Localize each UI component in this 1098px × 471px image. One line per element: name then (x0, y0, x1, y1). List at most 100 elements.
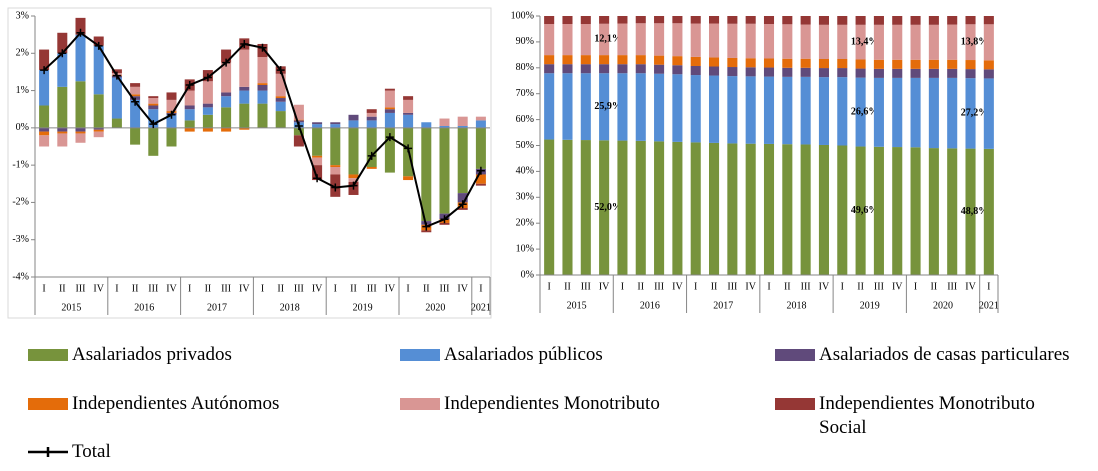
bar-segment (384, 88, 395, 91)
bar-segment (111, 69, 122, 74)
total-marker (222, 58, 231, 67)
bar-segment (439, 222, 450, 225)
bar-segment (384, 112, 395, 128)
total-marker (440, 215, 449, 224)
bar-segment (635, 140, 646, 275)
bar-segment (403, 112, 414, 115)
bar-segment (221, 127, 232, 132)
bar-segment (93, 45, 104, 95)
bar-segment (439, 125, 450, 128)
bar-segment (672, 141, 683, 275)
bar-segment (782, 76, 793, 145)
bar-segment (617, 73, 628, 141)
bar-segment (366, 167, 377, 169)
bar-segment (166, 127, 177, 147)
legend-swatch (28, 398, 68, 410)
bar-segment (892, 59, 903, 69)
bar-segment (366, 116, 377, 121)
bar-segment (727, 16, 738, 24)
bar-segment (457, 127, 468, 194)
total-marker (203, 73, 212, 82)
bar-segment (93, 127, 104, 130)
x-tick-label: I (188, 283, 191, 294)
bar-segment (617, 55, 628, 65)
bar-segment (947, 24, 958, 60)
x-tick-label: III (947, 281, 957, 292)
bar-segment (672, 74, 683, 142)
value-label: 13,4% (851, 36, 879, 47)
total-marker (458, 200, 467, 209)
total-marker (167, 110, 176, 119)
bar-segment (184, 120, 195, 128)
bar-segment (148, 98, 159, 104)
bar-segment (672, 56, 683, 66)
bar-segment (983, 69, 994, 79)
x-tick-label: III (367, 283, 377, 294)
bar-segment (745, 76, 756, 144)
x-tick-label: IV (385, 283, 396, 294)
bar-segment (39, 131, 50, 136)
bar-segment (782, 144, 793, 275)
bar-segment (800, 24, 811, 59)
total-marker (349, 181, 358, 190)
bar-segment (947, 68, 958, 78)
x-tick-label: III (727, 281, 737, 292)
bar-segment (275, 96, 286, 99)
bar-segment (873, 16, 884, 25)
bar-segment (475, 120, 486, 128)
legend-swatch (400, 349, 440, 361)
bar-segment (782, 16, 793, 25)
bar-segment (257, 103, 268, 128)
bar-segment (202, 103, 213, 108)
bar-segment (544, 139, 555, 275)
bar-segment (892, 24, 903, 60)
bar-segment (928, 16, 939, 25)
bar-segment (709, 16, 720, 24)
x-tick-label: II (350, 283, 357, 294)
bar-segment (148, 96, 159, 99)
bar-segment (745, 16, 756, 24)
bar-segment (910, 68, 921, 78)
bar-segment (366, 120, 377, 128)
bar-segment (855, 16, 866, 25)
bar-segment (892, 68, 903, 78)
year-label: 2016 (134, 302, 154, 313)
bar-segment (439, 118, 450, 126)
year-label: 2019 (353, 302, 373, 313)
x-tick-label: I (406, 283, 409, 294)
bar-segment (475, 183, 486, 186)
bar-segment (910, 16, 921, 25)
bar-segment (457, 208, 468, 210)
bar-segment (763, 143, 775, 275)
x-tick-label: III (76, 283, 86, 294)
x-tick-label: II (277, 283, 284, 294)
bar-segment (384, 107, 395, 110)
year-label: 2020 (425, 302, 445, 313)
bar-segment (293, 119, 304, 121)
bar-segment (983, 16, 994, 25)
legend-item: Asalariados públicos (400, 343, 603, 367)
bar-segment (148, 127, 159, 156)
bar-segment (421, 127, 432, 222)
bar-segment (818, 16, 829, 25)
bar-segment (818, 144, 829, 275)
total-marker (185, 80, 194, 89)
bar-segment (635, 16, 646, 24)
bar-segment (544, 73, 555, 140)
bar-segment (544, 24, 555, 56)
legend-swatch (28, 349, 68, 361)
y-tick-label: 0% (521, 269, 534, 280)
total-marker (367, 151, 376, 160)
bar-segment (457, 193, 468, 203)
bar-segment (837, 24, 848, 59)
bar-segment (818, 24, 829, 59)
bar-segment (983, 24, 994, 61)
year-label: 2016 (640, 300, 660, 311)
bar-segment (599, 73, 610, 141)
bar-segment (39, 127, 50, 132)
bar-segment (745, 67, 756, 77)
bar-segment (221, 62, 232, 93)
legend-label: Independientes Monotributo Social (819, 393, 1035, 438)
bar-segment (57, 131, 68, 134)
legend-item: Independientes Monotributo Social (775, 392, 1055, 440)
